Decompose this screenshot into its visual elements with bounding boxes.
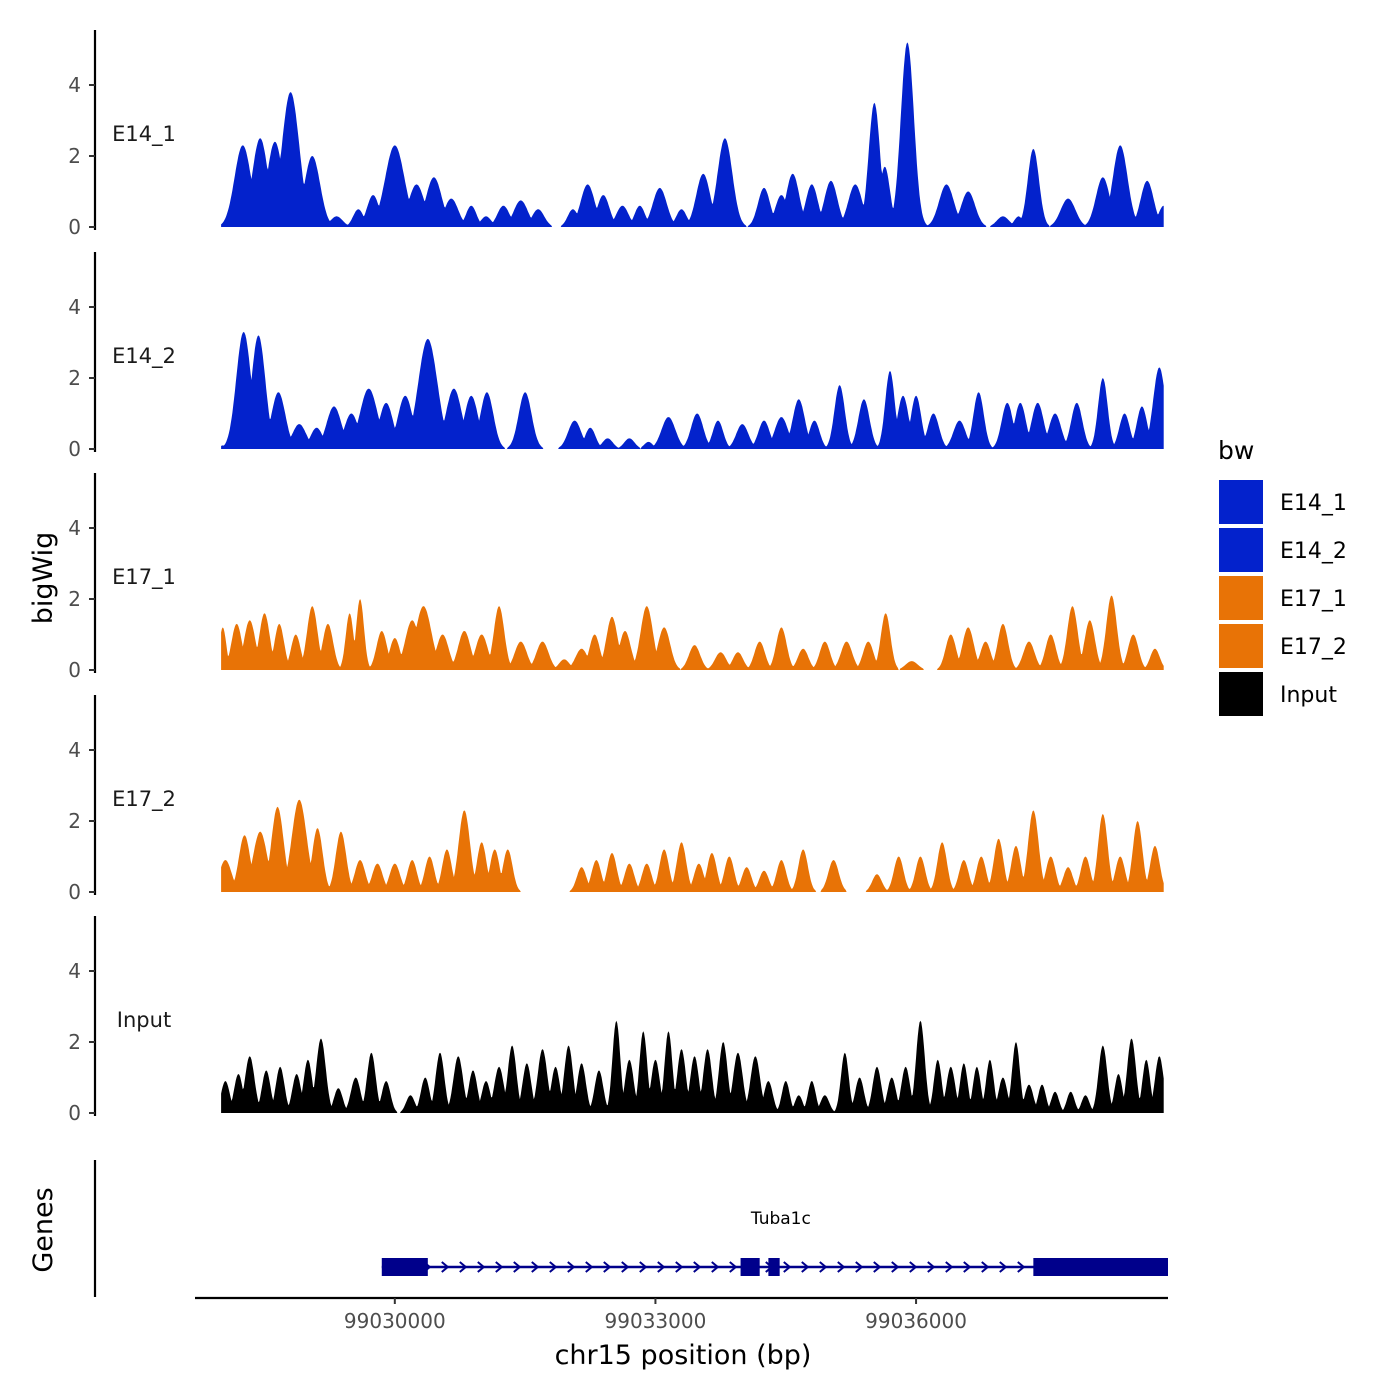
track-E14_2: 0 2 4 E14_2 (68, 252, 1164, 461)
x-tick-label: 99030000 (344, 1309, 446, 1333)
track-label: E17_2 (112, 787, 176, 812)
y-tick-label: 0 (68, 658, 81, 682)
y-tick-label: 2 (68, 1030, 81, 1054)
track-label: E14_2 (112, 344, 176, 369)
gene-panel: Tuba1c (93, 1160, 1168, 1297)
track-E17_1: 0 2 4 E17_1 (68, 473, 1164, 682)
genes-axis-title: Genes (28, 1187, 59, 1272)
coverage-area-E17_2 (221, 799, 1164, 892)
legend: bw E14_1 E14_2 E17_1 E17_2 Input (1218, 436, 1347, 716)
coverage-area-E14_2 (221, 331, 1164, 449)
strand-arrow (585, 1261, 594, 1273)
strand-arrow (603, 1261, 612, 1273)
strand-arrow (639, 1261, 648, 1273)
legend-label: E14_1 (1280, 491, 1347, 516)
x-tick-label: 99033000 (605, 1309, 707, 1333)
track-label: Input (117, 1008, 171, 1032)
y-tick-label: 4 (68, 738, 81, 762)
strand-arrow (837, 1261, 846, 1273)
y-tick-label: 0 (68, 880, 81, 904)
y-tick-label: 0 (68, 1101, 81, 1125)
strand-arrow (819, 1261, 828, 1273)
legend-title: bw (1218, 436, 1254, 465)
y-tick-label: 4 (68, 516, 81, 540)
y-axis-title: bigWig (28, 532, 59, 625)
gene-exon (1033, 1258, 1168, 1276)
strand-arrow (927, 1261, 936, 1273)
legend-swatch (1219, 576, 1263, 620)
track-label: E17_1 (112, 565, 176, 590)
legend-label: E17_1 (1280, 587, 1347, 612)
legend-swatch (1219, 528, 1263, 572)
legend-swatch (1219, 672, 1263, 716)
strand-arrow (549, 1261, 558, 1273)
strand-arrow (675, 1261, 684, 1273)
strand-arrow (963, 1261, 972, 1273)
legend-swatch (1219, 480, 1263, 524)
strand-arrow (477, 1261, 486, 1273)
x-axis-title: chr15 position (bp) (555, 1340, 812, 1371)
strand-arrow (855, 1261, 864, 1273)
strand-arrow (513, 1261, 522, 1273)
strand-arrow (909, 1261, 918, 1273)
y-tick-label: 2 (68, 587, 81, 611)
y-tick-label: 2 (68, 366, 81, 390)
strand-arrow (693, 1261, 702, 1273)
coverage-area-Input (221, 1020, 1164, 1113)
strand-arrow (873, 1261, 882, 1273)
track-E17_2: 0 2 4 E17_2 (68, 695, 1164, 904)
y-tick-label: 0 (68, 215, 81, 239)
strand-arrow (783, 1261, 792, 1273)
strand-arrow (459, 1261, 468, 1273)
legend-label: E17_2 (1280, 635, 1347, 660)
strand-arrow (945, 1261, 954, 1273)
strand-arrow (1017, 1261, 1026, 1273)
gene-name-label: Tuba1c (750, 1209, 811, 1229)
strand-arrow (801, 1261, 810, 1273)
x-tick-label: 99036000 (865, 1309, 967, 1333)
gene-exon (381, 1258, 428, 1276)
track-E14_1: 0 2 4 E14_1 (68, 30, 1164, 239)
legend-label: Input (1280, 683, 1337, 708)
track-Input: 0 2 4 Input (68, 916, 1164, 1125)
strand-arrow (441, 1261, 450, 1273)
legend-swatch (1219, 624, 1263, 668)
y-tick-label: 0 (68, 437, 81, 461)
coverage-area-E14_1 (221, 42, 1164, 228)
track-panels: 0 2 4 E14_1 0 2 4 E14_2 0 2 4 E17_1 0 2 4 E17_2 0 2 4 Input (68, 30, 1164, 1125)
strand-arrow (891, 1261, 900, 1273)
y-tick-label: 2 (68, 809, 81, 833)
strand-arrow (711, 1261, 720, 1273)
y-tick-label: 4 (68, 73, 81, 97)
strand-arrow (981, 1261, 990, 1273)
strand-arrow (495, 1261, 504, 1273)
strand-arrow (729, 1261, 738, 1273)
x-axis: 99030000 99033000 99036000 (195, 1296, 1168, 1333)
legend-label: E14_2 (1280, 539, 1347, 564)
y-tick-label: 4 (68, 295, 81, 319)
gene-exon (740, 1258, 760, 1276)
strand-arrow (999, 1261, 1008, 1273)
gene-exon (768, 1258, 780, 1276)
strand-arrow (621, 1261, 630, 1273)
strand-arrow (531, 1261, 540, 1273)
track-label: E14_1 (112, 122, 176, 147)
y-tick-label: 4 (68, 959, 81, 983)
strand-arrow (657, 1261, 666, 1273)
coverage-area-E17_1 (221, 595, 1164, 670)
strand-arrow (567, 1261, 576, 1273)
y-tick-label: 2 (68, 144, 81, 168)
